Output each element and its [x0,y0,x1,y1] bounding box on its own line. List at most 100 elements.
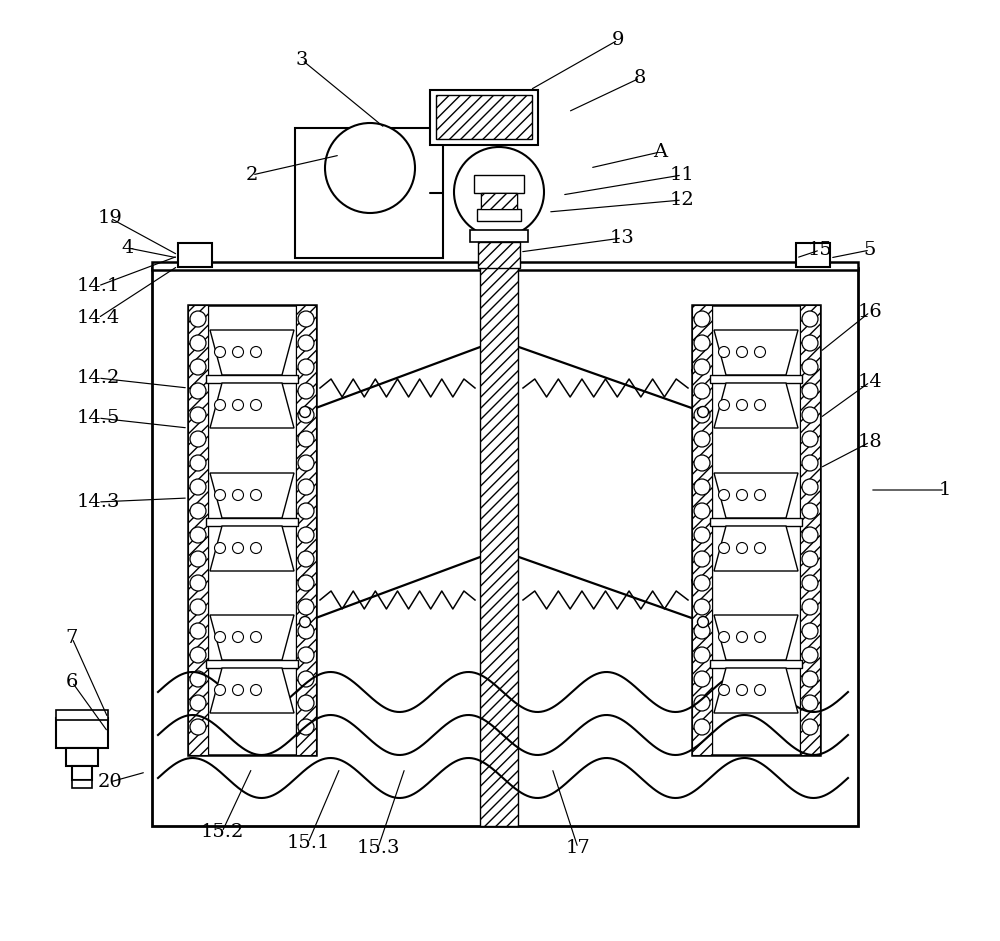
Circle shape [694,407,710,423]
Bar [56,718,108,748]
Circle shape [802,551,818,567]
Polygon shape [714,383,798,428]
Circle shape [298,503,314,519]
Circle shape [298,335,314,351]
Text: 19: 19 [98,209,122,227]
Circle shape [694,527,710,543]
Circle shape [298,359,314,375]
Bar [152,268,858,826]
Bar [430,90,538,145]
Circle shape [802,455,818,471]
Circle shape [190,359,206,375]
Circle shape [694,335,710,351]
Circle shape [736,400,748,410]
Circle shape [718,400,730,410]
Circle shape [190,647,206,663]
Circle shape [802,527,818,543]
Circle shape [190,527,206,543]
Bar [72,780,92,788]
Bar [436,95,532,139]
Circle shape [802,623,818,639]
Circle shape [755,631,766,643]
Text: 12: 12 [670,191,694,209]
Circle shape [755,489,766,501]
Text: 15: 15 [808,241,832,259]
Bar [470,230,528,242]
Bar [477,209,521,221]
Bar [206,518,298,526]
Circle shape [694,359,710,375]
Circle shape [736,346,748,358]
Circle shape [802,335,818,351]
Circle shape [694,431,710,447]
Circle shape [214,346,226,358]
Text: 18: 18 [858,433,882,451]
Bar [56,710,108,720]
Bar [72,766,92,780]
Circle shape [802,719,818,735]
Circle shape [190,599,206,615]
Text: 16: 16 [858,303,882,321]
Text: 14.2: 14.2 [76,369,120,387]
Circle shape [190,335,206,351]
Circle shape [736,543,748,553]
Circle shape [718,631,730,643]
Circle shape [694,383,710,399]
Circle shape [298,527,314,543]
Circle shape [802,695,818,711]
Circle shape [298,671,314,687]
Bar [188,305,208,755]
Text: 2: 2 [246,166,258,184]
Circle shape [454,147,544,237]
Circle shape [298,383,314,399]
Text: 7: 7 [66,629,78,647]
Circle shape [214,543,226,553]
Circle shape [214,489,226,501]
Circle shape [736,631,748,643]
Circle shape [298,455,314,471]
Text: 4: 4 [122,239,134,257]
Circle shape [190,575,206,591]
Circle shape [298,647,314,663]
Circle shape [802,407,818,423]
Circle shape [214,631,226,643]
Text: 1: 1 [939,481,951,499]
Circle shape [718,684,730,695]
Bar [692,305,820,755]
Circle shape [300,616,310,628]
Circle shape [190,455,206,471]
Bar [206,660,298,668]
Text: 14.5: 14.5 [76,409,120,427]
Text: 15.3: 15.3 [356,839,400,857]
Circle shape [190,719,206,735]
Circle shape [190,479,206,495]
Text: 15.1: 15.1 [286,834,330,852]
Circle shape [298,407,314,423]
Circle shape [736,684,748,695]
Circle shape [325,123,415,213]
Bar [478,242,520,268]
Text: 14.4: 14.4 [76,309,120,327]
Text: 9: 9 [612,31,624,49]
Circle shape [718,543,730,553]
Circle shape [250,631,262,643]
Bar [800,305,820,755]
Circle shape [694,311,710,327]
Circle shape [298,479,314,495]
Circle shape [694,719,710,735]
Circle shape [694,623,710,639]
Polygon shape [210,526,294,571]
Bar [296,305,316,755]
Circle shape [802,311,818,327]
Bar [480,240,518,826]
Circle shape [802,359,818,375]
Text: 11: 11 [670,166,694,184]
Text: 14: 14 [858,373,882,391]
Bar [710,518,802,526]
Circle shape [190,431,206,447]
Circle shape [718,489,730,501]
Circle shape [232,489,244,501]
Circle shape [718,346,730,358]
Bar [481,193,517,209]
Polygon shape [210,615,294,660]
